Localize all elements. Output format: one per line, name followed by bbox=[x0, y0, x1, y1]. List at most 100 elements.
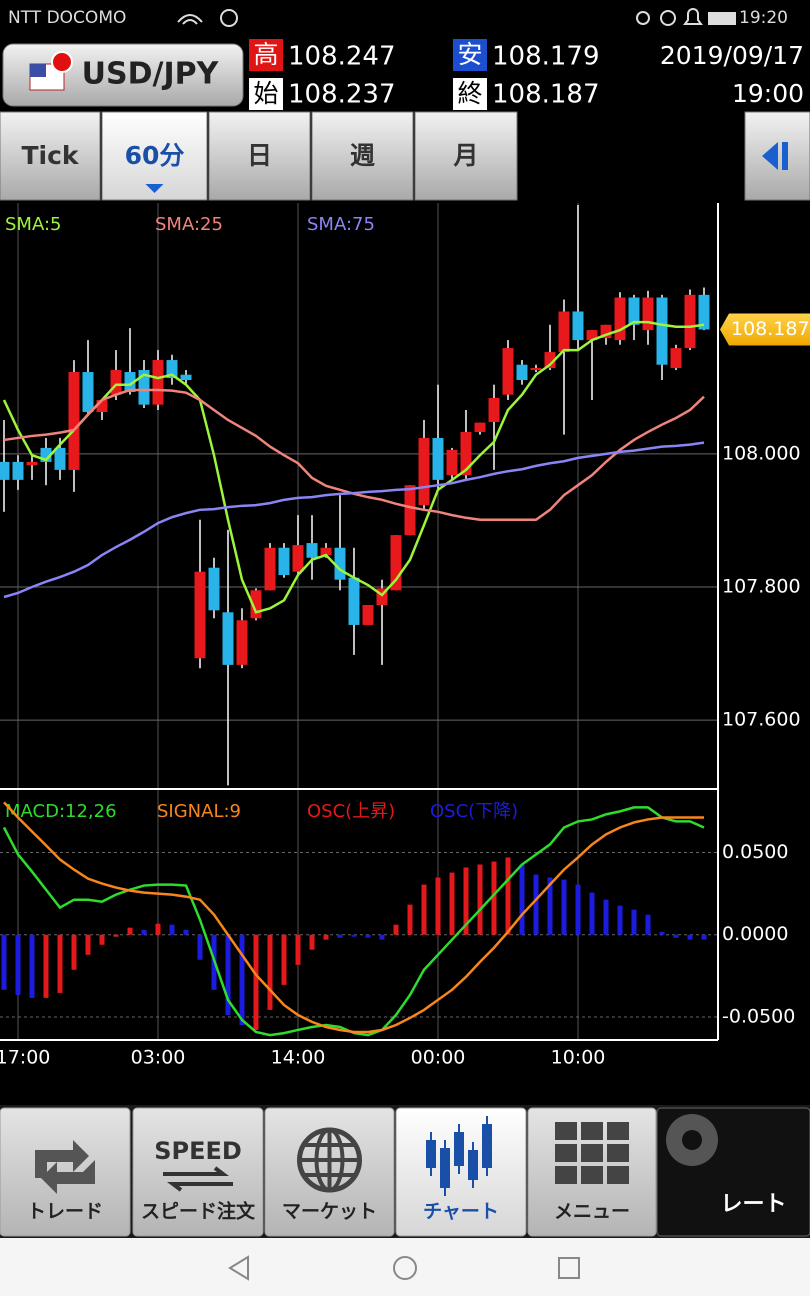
y-tick-label: 107.800 bbox=[722, 576, 801, 598]
candle-body bbox=[124, 372, 136, 393]
osc-bar bbox=[393, 924, 399, 935]
status-bar: NTT DOCOMO 19:20 bbox=[8, 8, 788, 28]
last-price-label: 108.187 bbox=[731, 318, 810, 340]
y-tick-label: -0.0500 bbox=[722, 1005, 795, 1027]
legend-label: MACD:12,26 bbox=[5, 801, 117, 822]
trade-icon bbox=[35, 1140, 95, 1194]
candle-body bbox=[96, 399, 108, 412]
flag-icon bbox=[51, 51, 73, 73]
y-tick-label: 0.0500 bbox=[722, 841, 788, 863]
candle-body bbox=[166, 360, 178, 379]
tab-label: 60分 bbox=[125, 141, 185, 170]
candle-body bbox=[460, 431, 472, 476]
osc-bar bbox=[379, 934, 385, 940]
tab[interactable] bbox=[0, 111, 101, 201]
open-value: 108.237 bbox=[288, 80, 396, 110]
menu-icon bbox=[555, 1166, 577, 1184]
osc-bar bbox=[225, 934, 231, 1015]
osc-bar bbox=[491, 861, 497, 935]
candle-body bbox=[222, 612, 234, 665]
tab[interactable] bbox=[311, 111, 414, 201]
osc-bar bbox=[701, 934, 707, 940]
x-tick-label: 17:00 bbox=[0, 1047, 50, 1069]
recents-button[interactable] bbox=[558, 1257, 580, 1279]
last-price-tag bbox=[720, 313, 810, 346]
osc-bar bbox=[659, 931, 665, 935]
osc-bar bbox=[197, 934, 203, 960]
osc-bar bbox=[463, 867, 469, 935]
osc-bar bbox=[589, 892, 595, 935]
low-badge bbox=[453, 39, 487, 71]
eye-icon bbox=[636, 11, 650, 25]
chart-icon bbox=[454, 1132, 464, 1166]
high-label: 高 bbox=[253, 40, 278, 69]
candle-body bbox=[544, 352, 556, 369]
active-indicator bbox=[145, 184, 164, 193]
pair-label: USD/JPY bbox=[82, 57, 220, 92]
osc-bar bbox=[85, 934, 91, 955]
open-badge bbox=[249, 78, 283, 110]
osc-bar bbox=[295, 934, 301, 965]
candle-body bbox=[320, 547, 332, 556]
osc-bar bbox=[127, 927, 133, 935]
close-value: 108.187 bbox=[492, 80, 600, 110]
nav-label: メニュー bbox=[554, 1201, 630, 1223]
candle-body bbox=[0, 461, 10, 480]
candle-body bbox=[208, 567, 220, 611]
menu-icon bbox=[555, 1122, 577, 1140]
candle-body bbox=[684, 294, 696, 349]
x-tick-label: 00:00 bbox=[411, 1047, 466, 1069]
osc-bar bbox=[421, 884, 427, 935]
osc-bar bbox=[519, 864, 525, 935]
osc-bar bbox=[449, 872, 455, 935]
date: 2019/09/17 bbox=[660, 41, 804, 70]
home-button[interactable] bbox=[393, 1256, 417, 1280]
osc-bar bbox=[673, 934, 679, 938]
legend-label: OSC(上昇) bbox=[307, 801, 395, 822]
candle-body bbox=[502, 348, 514, 395]
battery-icon bbox=[708, 12, 736, 25]
candle-body bbox=[628, 297, 640, 325]
nav-label: スピード注文 bbox=[141, 1200, 256, 1223]
menu-icon bbox=[581, 1144, 603, 1162]
menu-icon bbox=[581, 1166, 603, 1184]
candle-body bbox=[180, 374, 192, 381]
menu-icon bbox=[607, 1122, 629, 1140]
indicator-line bbox=[2, 320, 705, 614]
gear-icon bbox=[682, 1130, 702, 1150]
osc-bar bbox=[365, 934, 371, 938]
candle-body bbox=[670, 348, 682, 369]
osc-bar bbox=[43, 934, 49, 998]
candle-body bbox=[54, 447, 66, 470]
back-button[interactable] bbox=[228, 1255, 249, 1281]
candle-body bbox=[152, 360, 164, 405]
osc-bar bbox=[183, 929, 189, 935]
osc-bar bbox=[533, 874, 539, 935]
menu-icon bbox=[555, 1144, 577, 1162]
globe-icon bbox=[314, 1128, 345, 1192]
alarm-icon bbox=[660, 10, 676, 26]
arrow-icon bbox=[782, 142, 788, 170]
osc-bar bbox=[547, 877, 553, 935]
tab[interactable] bbox=[208, 111, 311, 201]
arrow-icon bbox=[762, 142, 778, 170]
candle-body bbox=[376, 588, 388, 605]
osc-bar bbox=[141, 929, 147, 935]
osc-bar bbox=[99, 934, 105, 945]
candle-body bbox=[474, 422, 486, 432]
chart-icon bbox=[426, 1140, 436, 1168]
legend-label: SMA:25 bbox=[155, 214, 223, 235]
tab[interactable] bbox=[414, 111, 518, 201]
time: 19:00 bbox=[732, 79, 804, 108]
osc-bar bbox=[631, 909, 637, 935]
y-tick-label: 108.000 bbox=[722, 442, 801, 464]
header: USD/JPY 高 108.247 始 108.237 安 108.179 終 … bbox=[2, 39, 804, 110]
candle-body bbox=[404, 485, 416, 536]
nav-label: チャート bbox=[423, 1201, 499, 1223]
candle-body bbox=[292, 545, 304, 572]
osc-bar bbox=[323, 934, 329, 940]
tab-label: 日 bbox=[247, 141, 272, 170]
osc-bar bbox=[645, 914, 651, 935]
